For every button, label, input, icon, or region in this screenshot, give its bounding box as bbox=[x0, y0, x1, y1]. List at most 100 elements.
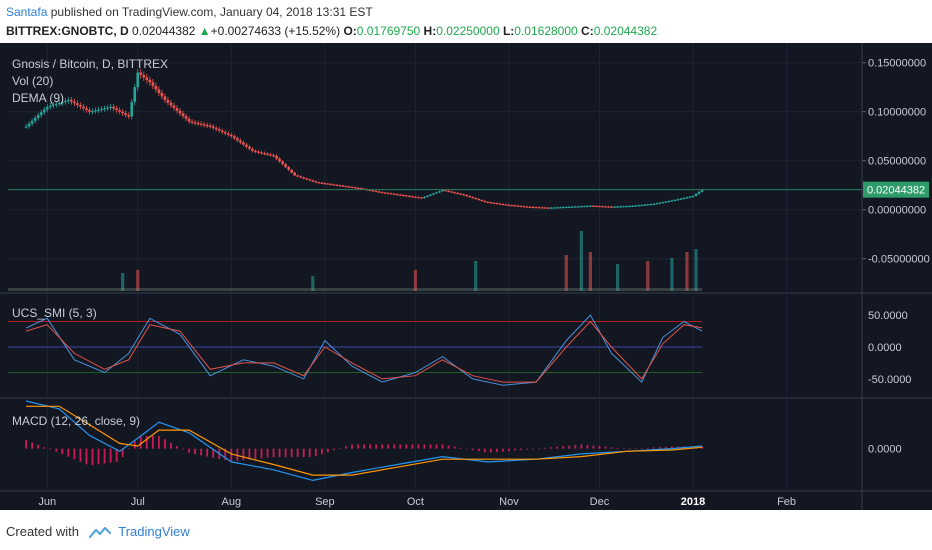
author-link[interactable]: Santafa bbox=[6, 5, 48, 19]
x-tick-label: Sep bbox=[315, 496, 335, 508]
candle-body bbox=[109, 106, 112, 108]
candle-body bbox=[489, 202, 493, 204]
macd-histogram-bar bbox=[284, 448, 287, 458]
macd-histogram-bar bbox=[520, 448, 522, 450]
candle-body bbox=[374, 190, 378, 193]
candle-body bbox=[145, 77, 149, 80]
candle-body bbox=[549, 207, 553, 209]
candle-body bbox=[314, 181, 318, 183]
candle-body bbox=[676, 199, 680, 201]
candle-body bbox=[208, 125, 212, 127]
candle-body bbox=[420, 197, 423, 199]
volume-bar bbox=[413, 270, 417, 291]
candle-body bbox=[531, 206, 535, 209]
candle-body bbox=[76, 103, 79, 105]
candle-body bbox=[429, 194, 432, 196]
candle-body bbox=[619, 206, 622, 208]
oscillator-y-tick: -50.0000 bbox=[868, 374, 911, 386]
candle-body bbox=[305, 178, 309, 180]
candle-body bbox=[537, 207, 541, 209]
macd-histogram-bar bbox=[345, 446, 347, 449]
candle-body bbox=[483, 200, 487, 203]
macd-histogram-bar bbox=[326, 448, 329, 453]
candle-body bbox=[175, 108, 179, 111]
candle-body bbox=[501, 203, 505, 206]
volume-bar bbox=[136, 270, 140, 291]
candle-body bbox=[350, 186, 354, 189]
macd-histogram-bar bbox=[248, 448, 251, 460]
candle-body bbox=[24, 126, 28, 128]
candle-body bbox=[178, 110, 182, 114]
candle-body bbox=[106, 107, 109, 109]
macd-histogram-bar bbox=[139, 435, 142, 449]
low-value: 0.01628000 bbox=[514, 24, 578, 38]
macd-histogram-bar bbox=[538, 448, 541, 449]
price-y-tick: 0.15000000 bbox=[868, 58, 926, 70]
macd-histogram-bar bbox=[405, 444, 408, 449]
candle-body bbox=[166, 99, 170, 103]
macd-histogram-bar bbox=[194, 448, 196, 455]
macd-histogram-bar bbox=[658, 447, 661, 449]
candle-body bbox=[386, 192, 390, 195]
macd-histogram-bar bbox=[151, 435, 154, 449]
macd-histogram-bar bbox=[508, 448, 510, 452]
macd-histogram-bar bbox=[157, 435, 160, 449]
candle-body bbox=[459, 193, 462, 195]
chart-canvas[interactable]: Jun Jul Aug Sep Oct Nov Dec 2018 Feb 0.15000000 0.… bbox=[0, 43, 932, 510]
macd-histogram-bar bbox=[604, 446, 607, 449]
candle-body bbox=[471, 196, 475, 199]
candle-body bbox=[115, 108, 118, 111]
candle-body bbox=[613, 206, 616, 208]
macd-histogram-bar bbox=[85, 448, 88, 465]
volume-bar bbox=[694, 249, 698, 291]
candle-body bbox=[287, 167, 290, 170]
macd-signal-line bbox=[26, 405, 703, 476]
candle-body bbox=[356, 187, 360, 189]
candle-body bbox=[486, 201, 490, 204]
last-price-tag-label: 0.02044382 bbox=[867, 185, 925, 197]
candle-body bbox=[344, 186, 348, 188]
candle-body bbox=[338, 185, 342, 187]
candle-body bbox=[507, 204, 511, 206]
candle-body bbox=[124, 113, 127, 115]
macd-histogram-bar bbox=[25, 440, 28, 449]
candle-body bbox=[688, 196, 692, 198]
candle-body bbox=[670, 200, 674, 202]
candle-body bbox=[540, 207, 544, 209]
candle-body bbox=[245, 144, 248, 147]
candle-body bbox=[625, 206, 628, 208]
volume-bar bbox=[646, 261, 650, 291]
candle-body bbox=[94, 110, 97, 112]
candle-body bbox=[353, 187, 357, 189]
macd-histogram-bar bbox=[544, 447, 547, 449]
candle-body bbox=[33, 118, 37, 121]
volume-baseline bbox=[8, 288, 703, 291]
candle-body bbox=[97, 109, 100, 111]
candle-body bbox=[610, 206, 613, 208]
price-y-tick: 0.00000000 bbox=[868, 205, 926, 217]
candle-body bbox=[462, 194, 465, 196]
footer: Created with TradingView bbox=[6, 524, 190, 539]
macd-histogram-bar bbox=[640, 447, 643, 449]
candle-body bbox=[299, 176, 303, 178]
candle-body bbox=[564, 206, 568, 209]
macd-histogram-bar bbox=[465, 448, 468, 450]
candle-body bbox=[577, 206, 580, 208]
candle-body bbox=[133, 87, 137, 102]
candle-body bbox=[513, 205, 517, 207]
volume-bar bbox=[670, 258, 674, 291]
macd-histogram-bar bbox=[115, 448, 118, 462]
candle-body bbox=[85, 108, 88, 111]
tradingview-link[interactable]: TradingView bbox=[118, 524, 190, 539]
indicator-label-dema: DEMA (9) bbox=[12, 91, 64, 105]
candle-body bbox=[112, 106, 115, 109]
price-y-tick: -0.05000000 bbox=[868, 254, 930, 266]
candle-body bbox=[580, 206, 583, 208]
candle-body bbox=[205, 125, 209, 127]
candle-body bbox=[341, 185, 345, 187]
macd-histogram-bar bbox=[556, 446, 559, 449]
candle-body bbox=[323, 183, 327, 185]
macd-histogram-bar bbox=[49, 448, 52, 450]
x-tick-label: Aug bbox=[222, 496, 242, 508]
candle-body bbox=[616, 206, 619, 208]
